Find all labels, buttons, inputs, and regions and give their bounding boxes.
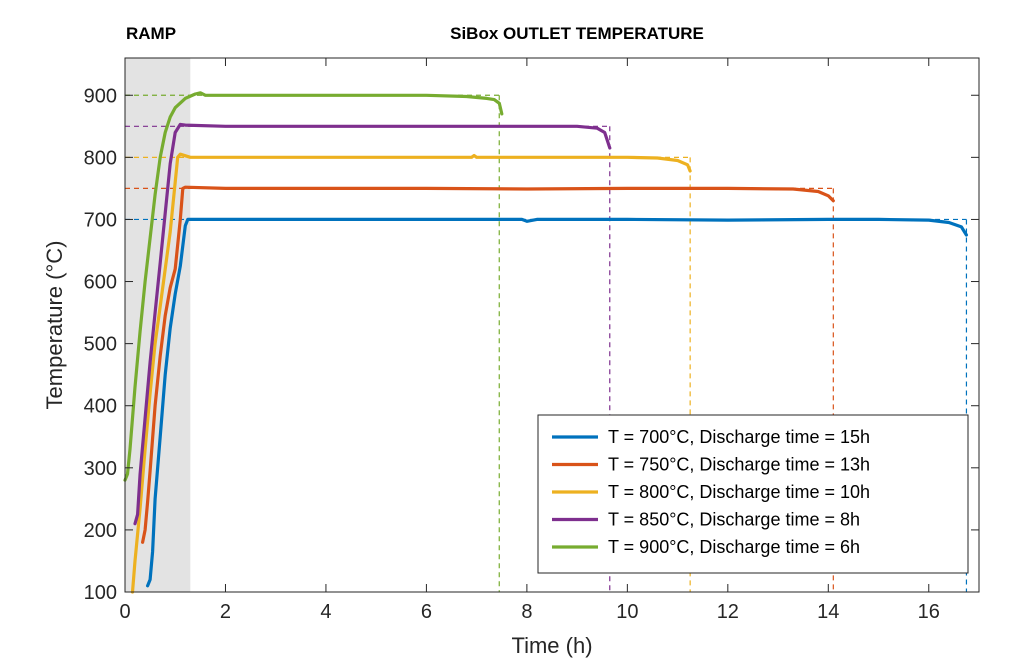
series-line-2 (130, 152, 692, 594)
y-tick-label-8: 900 (84, 85, 117, 107)
series-line-3 (133, 122, 612, 526)
series-line-0 (146, 217, 968, 588)
legend-label-3: T = 850°C, Discharge time = 8h (608, 510, 860, 530)
x-tick-label-7: 14 (817, 601, 839, 623)
y-tick-label-0: 100 (84, 582, 117, 604)
y-tick-label-7: 800 (84, 147, 117, 169)
x-tick-label-6: 12 (717, 601, 739, 623)
y-axis-label: Temperature (°C) (42, 241, 67, 410)
y-tick-label-3: 400 (84, 396, 117, 418)
y-tick-label-2: 300 (84, 458, 117, 480)
axes (124, 57, 980, 593)
x-axis-label: Time (h) (511, 633, 592, 658)
series-lines (123, 91, 968, 594)
legend: T = 700°C, Discharge time = 15h T = 750°C… (537, 414, 969, 574)
legend-label-2: T = 800°C, Discharge time = 10h (608, 482, 870, 502)
x-tick-label-4: 8 (521, 601, 532, 623)
x-tick-label-5: 10 (616, 601, 638, 623)
plot-frame (124, 57, 980, 593)
legend-label-0: T = 700°C, Discharge time = 15h (608, 427, 870, 447)
y-tick-label-6: 700 (84, 209, 117, 231)
x-tick-label-0: 0 (119, 601, 130, 623)
legend-label-1: T = 750°C, Discharge time = 13h (608, 455, 870, 475)
y-tick-label-4: 500 (84, 334, 117, 356)
series-line-1 (141, 185, 835, 544)
x-tick-label-2: 4 (320, 601, 331, 623)
legend-label-4: T = 900°C, Discharge time = 6h (608, 537, 860, 557)
x-tick-label-8: 16 (918, 601, 940, 623)
x-tick-label-3: 6 (421, 601, 432, 623)
series-line-4 (123, 91, 504, 482)
y-tick-label-5: 600 (84, 272, 117, 294)
ramp-label: RAMP (126, 24, 176, 43)
chart-title: SiBox OUTLET TEMPERATURE (450, 24, 704, 43)
x-tick-label-1: 2 (220, 601, 231, 623)
tick-labels: 0 2 4 6 8 10 12 14 16 100 200 300 400 500 600 700 800 900 (84, 85, 940, 623)
legend-box (537, 414, 969, 574)
y-tick-label-1: 200 (84, 520, 117, 542)
